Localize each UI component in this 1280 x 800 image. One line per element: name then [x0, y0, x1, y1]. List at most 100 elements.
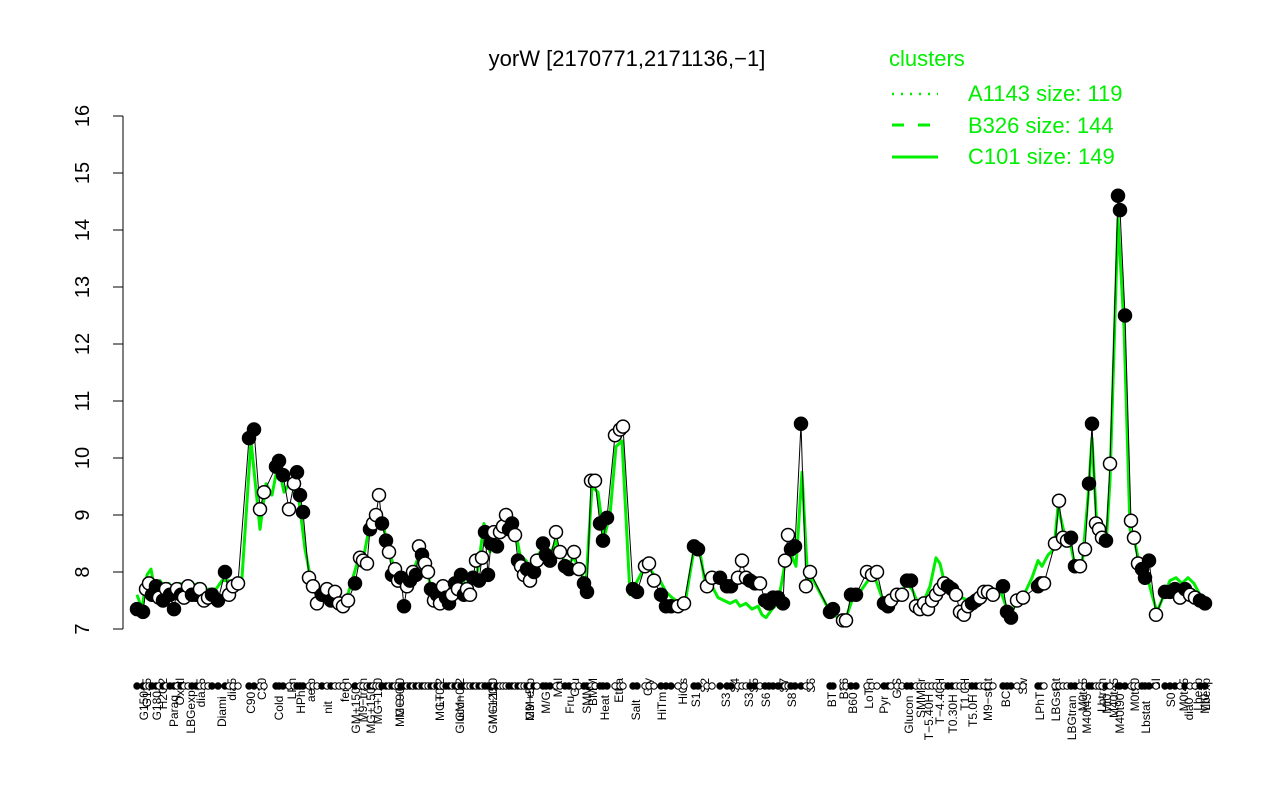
data-point	[347, 576, 363, 591]
data-point	[1123, 513, 1139, 528]
data-point	[230, 576, 246, 591]
data-point	[1063, 530, 1079, 546]
data-point	[985, 587, 1001, 603]
data-point	[507, 527, 523, 543]
y-tick-label: 11	[72, 391, 94, 412]
x-label: Cold	[272, 696, 286, 721]
data-point	[1117, 308, 1133, 323]
x-label: GM+5	[523, 687, 537, 720]
data-point	[752, 576, 768, 591]
data-point	[869, 564, 885, 580]
data-point	[166, 601, 182, 617]
x-label: B60	[846, 692, 860, 714]
x-label: HPh	[294, 690, 308, 713]
x-label: S1	[689, 692, 703, 707]
x-label: HiOs	[676, 678, 690, 705]
x-label: S6	[759, 692, 773, 707]
data-point	[271, 453, 287, 469]
data-point	[734, 553, 750, 568]
data-point	[793, 416, 809, 432]
data-point	[894, 587, 910, 603]
data-point	[305, 579, 321, 594]
legend: clusters A1143 size: 119 B326 size: 144 …	[889, 46, 1123, 169]
data-point	[217, 564, 233, 580]
data-point	[256, 484, 272, 500]
data-point	[995, 579, 1011, 594]
x-label: Diami	[215, 696, 229, 727]
data-point	[1137, 570, 1153, 585]
cluster-line-c101	[135, 217, 1206, 620]
x-label: SMM	[580, 686, 594, 714]
x-label: BC	[999, 690, 1013, 707]
x-label: G150	[137, 691, 151, 721]
data-point	[1141, 553, 1157, 568]
y-axis: 7 8 9 10 11 12 13 14 15 16	[72, 105, 124, 635]
data-point	[1110, 188, 1126, 204]
data-point	[474, 550, 490, 566]
data-point	[629, 584, 645, 600]
x-label: LBGexp	[184, 690, 198, 734]
data-point	[903, 573, 919, 588]
data-point	[396, 598, 412, 614]
x-label: GM+150	[349, 687, 363, 734]
data-point	[135, 604, 151, 620]
data-point	[1051, 493, 1067, 509]
data-point	[548, 524, 564, 540]
x-label: Mt0	[1198, 693, 1212, 713]
data-point	[825, 601, 841, 617]
x-label: LBGtran	[1065, 695, 1079, 740]
data-point	[462, 587, 478, 603]
y-tick-label: 16	[72, 105, 94, 127]
data-line	[136, 195, 1206, 621]
y-tick-label: 15	[72, 162, 94, 184]
data-point	[1015, 590, 1031, 605]
y-tick-label: 9	[72, 509, 94, 520]
x-label: S8	[785, 692, 799, 707]
data-point	[579, 584, 595, 600]
x-label: Fru	[563, 696, 577, 714]
data-point	[1102, 456, 1118, 471]
data-point	[1148, 607, 1164, 623]
data-point	[552, 544, 568, 560]
x-label: dia0	[1182, 697, 1196, 720]
legend-title: clusters	[889, 46, 965, 71]
x-label: LoTm	[862, 678, 876, 709]
legend-entry-b326: B326 size: 144	[968, 113, 1114, 138]
data-point	[359, 556, 375, 571]
x-label: Paraq	[167, 695, 181, 727]
data-point	[1098, 533, 1114, 548]
data-point	[210, 593, 226, 608]
data-point	[292, 487, 308, 503]
data-point	[775, 596, 791, 611]
data-point	[340, 593, 356, 608]
x-label: Lbstat	[1139, 700, 1153, 733]
x-label: LPhT	[1033, 691, 1047, 720]
data-point	[777, 553, 793, 568]
data-point	[641, 556, 657, 571]
x-label: Glucon	[453, 696, 467, 734]
data-point	[566, 544, 582, 560]
data-point	[289, 465, 305, 480]
data-point	[420, 564, 436, 580]
data-point	[453, 567, 469, 583]
x-label: M/G	[539, 691, 553, 714]
x-label: T5.0H	[966, 694, 980, 727]
x-label: MG+150	[364, 687, 378, 734]
x-label: T0.30H	[946, 694, 960, 733]
data-point	[1003, 610, 1019, 625]
data-point	[542, 553, 558, 568]
data-point	[371, 487, 387, 503]
data-point	[1081, 476, 1097, 491]
x-label: S3	[719, 692, 733, 707]
x-label: T−5.40H	[922, 694, 936, 740]
data-point	[690, 541, 706, 557]
y-tick-label: 12	[72, 333, 94, 355]
x-label: Glucon	[902, 696, 916, 734]
data-point	[780, 527, 796, 543]
data-point	[646, 573, 662, 588]
x-label: Mt0	[1100, 693, 1114, 713]
x-label: MG+90	[393, 687, 407, 727]
data-point	[676, 596, 692, 611]
data-point	[295, 504, 311, 520]
legend-entry-a1143: A1143 size: 119	[968, 81, 1123, 106]
